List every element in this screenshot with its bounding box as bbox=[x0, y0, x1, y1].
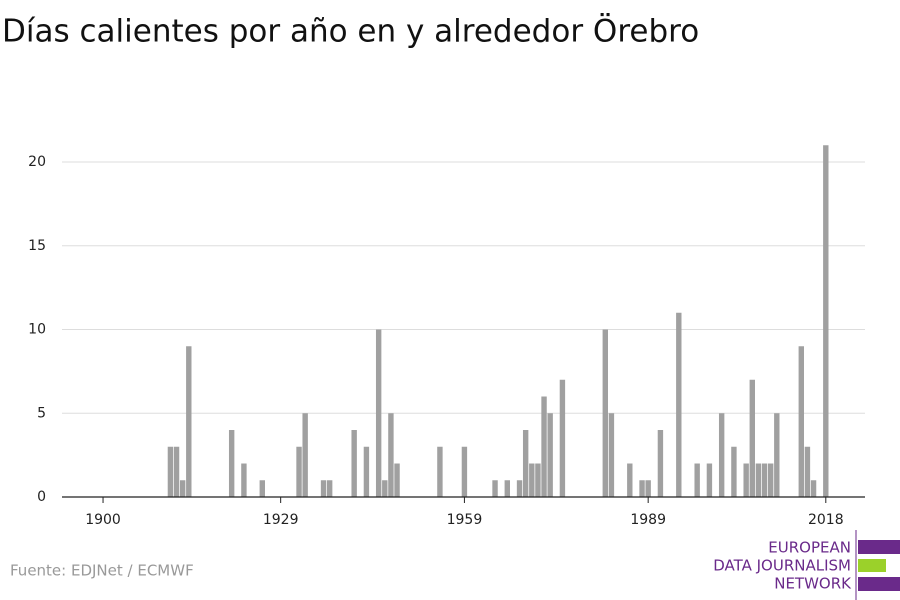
bar bbox=[761, 463, 768, 497]
x-tick-label: 1989 bbox=[630, 512, 666, 528]
bar bbox=[437, 446, 443, 497]
bar bbox=[326, 480, 333, 497]
bar bbox=[179, 480, 186, 497]
bar bbox=[186, 346, 192, 497]
bar bbox=[375, 329, 382, 497]
y-tick-label: 20 bbox=[28, 154, 46, 170]
logo-bar bbox=[858, 559, 886, 572]
bar bbox=[602, 329, 608, 497]
bar bbox=[388, 413, 394, 497]
logo-text: NETWORK bbox=[774, 575, 852, 593]
bar bbox=[529, 463, 535, 497]
bar bbox=[774, 413, 780, 497]
bar bbox=[351, 430, 357, 497]
bar bbox=[535, 463, 541, 497]
bar bbox=[718, 413, 725, 497]
logo-bar bbox=[858, 577, 900, 591]
x-tick-label: 2018 bbox=[808, 512, 844, 528]
bar bbox=[522, 430, 529, 497]
bar bbox=[657, 430, 664, 497]
y-tick-label: 10 bbox=[28, 322, 46, 338]
bar bbox=[167, 446, 174, 497]
bar bbox=[320, 480, 327, 497]
bar bbox=[516, 480, 523, 497]
bar bbox=[504, 480, 510, 497]
bar bbox=[627, 463, 633, 497]
x-tick-label: 1959 bbox=[447, 512, 483, 528]
bar bbox=[731, 446, 737, 497]
bar bbox=[823, 145, 829, 497]
bar bbox=[363, 446, 370, 497]
bar bbox=[228, 430, 235, 497]
y-tick-label: 15 bbox=[28, 238, 46, 254]
x-tick-label: 1900 bbox=[85, 512, 121, 528]
x-tick-label: 1929 bbox=[263, 512, 299, 528]
bar bbox=[559, 379, 566, 497]
source: Fuente: EDJNet / ECMWF bbox=[10, 562, 194, 580]
logo-text: EUROPEAN bbox=[768, 539, 851, 557]
bar bbox=[743, 463, 749, 497]
y-tick-label: 5 bbox=[37, 405, 46, 421]
bar bbox=[302, 413, 308, 497]
bar bbox=[798, 346, 804, 497]
bar bbox=[608, 413, 615, 497]
bar bbox=[259, 480, 265, 497]
bar bbox=[639, 480, 645, 497]
bar bbox=[755, 463, 762, 497]
bar bbox=[694, 463, 700, 497]
bar bbox=[676, 312, 682, 497]
bar bbox=[173, 446, 180, 497]
bar bbox=[810, 480, 817, 497]
bar bbox=[382, 480, 388, 497]
logo-bar bbox=[858, 540, 900, 554]
logo-text: DATA JOURNALISM bbox=[713, 557, 851, 575]
bar bbox=[241, 463, 247, 497]
logo: EUROPEAN DATA JOURNALISM NETWORK bbox=[713, 530, 900, 600]
bar bbox=[541, 396, 547, 497]
y-tick-label: 0 bbox=[37, 489, 46, 505]
bar bbox=[749, 379, 755, 497]
bar bbox=[767, 463, 774, 497]
bar bbox=[461, 446, 468, 497]
bar bbox=[645, 480, 651, 497]
bar bbox=[804, 446, 811, 497]
bar bbox=[296, 446, 302, 497]
bar bbox=[547, 413, 553, 497]
bar bbox=[706, 463, 713, 497]
chart-title: Días calientes por año en y alrededor Ör… bbox=[2, 13, 699, 50]
bar bbox=[492, 480, 498, 497]
bar bbox=[394, 463, 400, 497]
